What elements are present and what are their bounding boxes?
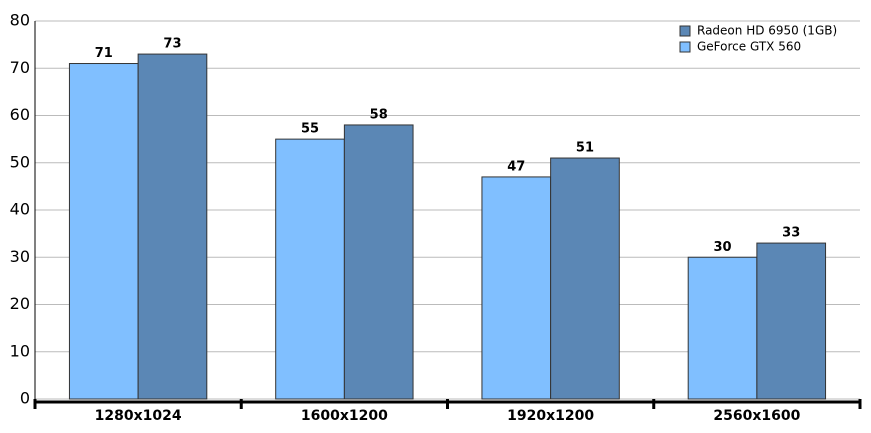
bar <box>343 124 414 400</box>
bar <box>275 138 345 400</box>
bar <box>68 63 139 400</box>
value-label: 71 <box>95 46 113 61</box>
y-tick-label: 80 <box>10 11 30 30</box>
y-tick-label: 40 <box>10 200 30 219</box>
value-label: 33 <box>782 226 800 241</box>
y-tick-label: 70 <box>10 58 30 77</box>
y-tick-label: 10 <box>10 341 30 360</box>
y-tick-label: 30 <box>10 247 30 266</box>
bar <box>756 242 827 400</box>
bar <box>481 176 552 400</box>
value-label: 47 <box>507 159 525 174</box>
bar <box>550 157 620 400</box>
value-label: 55 <box>301 122 319 137</box>
x-tick-label: 1600x1200 <box>301 408 388 424</box>
y-tick-label: 60 <box>10 105 30 124</box>
value-label: 30 <box>713 240 731 255</box>
x-tick-label: 2560x1600 <box>713 408 800 424</box>
value-label: 58 <box>370 107 388 122</box>
bar <box>687 256 758 400</box>
y-tick-label: 20 <box>10 294 30 313</box>
value-label: 73 <box>163 37 181 52</box>
legend-label: GeForce GTX 560 <box>697 40 801 54</box>
x-tick-label: 1920x1200 <box>507 408 594 424</box>
x-tick-label: 1280x1024 <box>95 408 182 424</box>
y-tick-label: 50 <box>10 152 30 171</box>
legend-swatch <box>679 25 691 37</box>
value-label: 51 <box>576 141 594 156</box>
legend-label: Radeon HD 6950 (1GB) <box>697 24 837 38</box>
legend-swatch <box>679 41 691 53</box>
y-tick-label: 0 <box>20 389 30 408</box>
bar <box>137 53 208 400</box>
